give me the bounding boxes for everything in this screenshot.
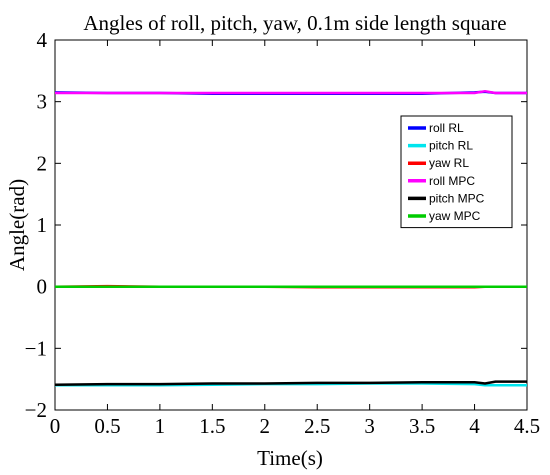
x-tick-label: 3: [364, 414, 375, 438]
plot-area: 0 0.5 1 1.5 2 2.5 3 3.5 4 4.5 −2 −1 0 1 2 3 4: [25, 28, 540, 438]
x-tick-label: 4: [469, 414, 480, 438]
y-tick-label: 4: [37, 28, 48, 52]
x-tick-label: 2.5: [304, 414, 330, 438]
legend-label-pitch-rl: pitch RL: [429, 139, 473, 153]
y-tick-label: 0: [37, 275, 48, 299]
chart-title: Angles of roll, pitch, yaw, 0.1m side le…: [83, 11, 506, 35]
x-tick-label: 1.5: [199, 414, 225, 438]
y-tick-label: 1: [37, 213, 48, 237]
x-tick-label: 4.5: [514, 414, 540, 438]
y-tick-label: 3: [37, 90, 48, 114]
y-tick-label: −1: [25, 336, 47, 360]
x-axis-label: Time(s): [257, 446, 323, 470]
x-tick-label: 3.5: [409, 414, 435, 438]
series-line-pitch-mpc: [54, 380, 527, 386]
x-tick-label: 0.5: [94, 414, 120, 438]
legend: roll RL pitch RL yaw RL roll MPC pitch MPC ya…: [400, 115, 513, 229]
y-tick-label: −2: [25, 398, 47, 422]
x-tick-label: 1: [155, 414, 166, 438]
y-axis-label: Angle(rad): [5, 179, 29, 271]
legend-label-yaw-rl: yaw RL: [429, 156, 469, 170]
x-tick-label: 2: [260, 414, 271, 438]
x-tick-label: 0: [50, 414, 61, 438]
series-line-roll-mpc: [55, 89, 527, 95]
legend-label-yaw-mpc: yaw MPC: [429, 209, 481, 223]
legend-label-roll-rl: roll RL: [429, 121, 464, 135]
legend-box: [400, 115, 513, 229]
legend-label-roll-mpc: roll MPC: [429, 174, 475, 188]
legend-label-pitch-mpc: pitch MPC: [429, 191, 485, 205]
y-tick-label: 2: [37, 151, 48, 175]
